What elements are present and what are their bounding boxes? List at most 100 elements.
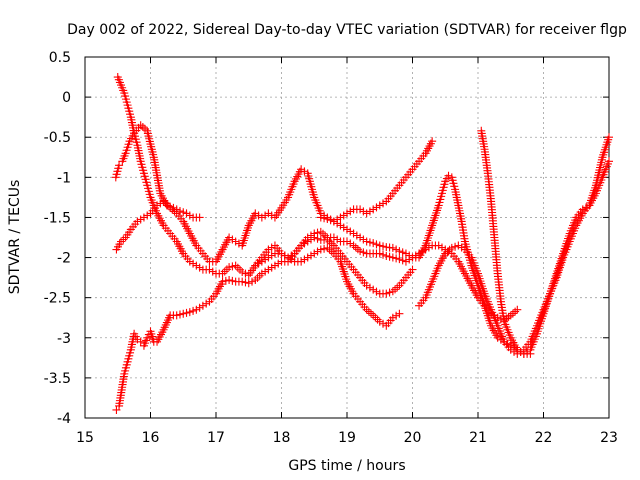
y-tick-label: -4: [57, 411, 71, 427]
data-point-fill: [365, 207, 374, 216]
data-point-fill: [321, 231, 330, 240]
data-point-fill: [255, 271, 264, 280]
data-point-fill: [359, 248, 368, 257]
axis-ticks: [84, 56, 610, 419]
data-point: [356, 247, 365, 256]
data-point: [316, 245, 325, 254]
data-point: [205, 265, 214, 274]
data-point: [444, 171, 453, 180]
data-point-fill: [351, 243, 360, 252]
data-point-fill: [339, 211, 348, 220]
series-track-c: [112, 233, 417, 414]
data-point-fill: [325, 245, 334, 254]
x-tick-labels: 15 16 17 18 19 20 21 22 23: [76, 430, 618, 446]
data-point-fill: [457, 243, 466, 252]
data-point-fill: [365, 238, 374, 247]
data-point: [264, 209, 273, 218]
data-point-fill: [326, 216, 335, 225]
x-tick-label: 18: [273, 430, 291, 446]
data-point: [257, 213, 266, 222]
data-point-fill: [373, 315, 382, 324]
data-point-fill: [405, 251, 414, 260]
data-point-fill: [582, 203, 591, 212]
data-point: [454, 241, 463, 250]
x-axis-label: GPS time / hours: [288, 458, 405, 474]
data-point-fill: [195, 303, 204, 312]
data-point: [136, 337, 145, 346]
data-point: [605, 133, 613, 142]
data-point-fill: [228, 276, 237, 285]
data-point-fill: [170, 207, 179, 216]
data-point: [195, 213, 204, 222]
data-point-fill: [182, 308, 191, 317]
data-point-fill: [352, 231, 361, 240]
data-point-fill: [398, 248, 407, 257]
data-point: [578, 205, 587, 214]
data-point: [316, 213, 325, 222]
data-point: [218, 277, 227, 286]
data-point: [375, 241, 384, 250]
data-point: [112, 405, 121, 414]
data-point: [225, 233, 234, 242]
data-point: [369, 239, 378, 248]
y-tick-label: -3.5: [44, 371, 71, 387]
data-point-fill: [267, 251, 276, 260]
data-point: [257, 269, 266, 278]
data-point-fill: [372, 240, 381, 249]
y-tick-label: 0: [62, 90, 71, 106]
data-point: [375, 317, 384, 326]
data-point: [231, 237, 240, 246]
data-point-fill: [236, 265, 245, 274]
data-point: [172, 311, 181, 320]
data-point: [369, 311, 378, 320]
data-point-fill: [385, 288, 394, 297]
data-point: [238, 277, 247, 286]
data-point-fill: [138, 123, 147, 132]
data-point: [264, 265, 273, 274]
data-point-fill: [261, 255, 270, 264]
data-point: [513, 305, 522, 314]
data-point-fill: [300, 167, 309, 176]
data-point-fill: [437, 243, 446, 252]
data-point-fill: [385, 252, 394, 261]
y-tick-label: -2: [57, 251, 71, 267]
data-point: [133, 217, 142, 226]
data-point: [182, 209, 191, 218]
data-point-fill: [248, 277, 257, 286]
grid: [85, 57, 609, 418]
y-tick-label: -1.5: [44, 210, 71, 226]
data-point: [329, 217, 338, 226]
data-point-fill: [195, 263, 204, 272]
data-point-fill: [253, 273, 262, 282]
data-point-fill: [287, 251, 296, 260]
data-point-fill: [175, 310, 184, 319]
data-point-fill: [306, 251, 315, 260]
data-point-fill: [254, 259, 263, 268]
data-point: [310, 249, 319, 258]
data-point: [297, 257, 306, 266]
data-point-fill: [359, 235, 368, 244]
data-point-fill: [189, 259, 198, 268]
y-tick-label: -1: [57, 170, 71, 186]
data-point-fill: [185, 211, 194, 220]
data-point: [356, 205, 365, 214]
chart-title: Day 002 of 2022, Sidereal Day-to-day VTE…: [67, 22, 627, 38]
data-point-fill: [398, 256, 407, 265]
data-point: [270, 261, 279, 270]
data-point: [408, 265, 417, 274]
data-point-fill: [261, 267, 270, 276]
data-point: [382, 289, 391, 298]
data-point: [388, 253, 397, 262]
data-point: [192, 305, 201, 314]
data-point: [336, 221, 345, 230]
data-point-fill: [508, 309, 517, 318]
x-tick-label: 16: [142, 430, 160, 446]
data-point: [369, 205, 378, 214]
data-point-fill: [379, 199, 388, 208]
y-tick-label: -3: [57, 331, 71, 347]
data-point: [375, 201, 384, 210]
data-point-fill: [346, 239, 355, 248]
data-point: [284, 253, 293, 262]
data-point: [395, 309, 404, 318]
